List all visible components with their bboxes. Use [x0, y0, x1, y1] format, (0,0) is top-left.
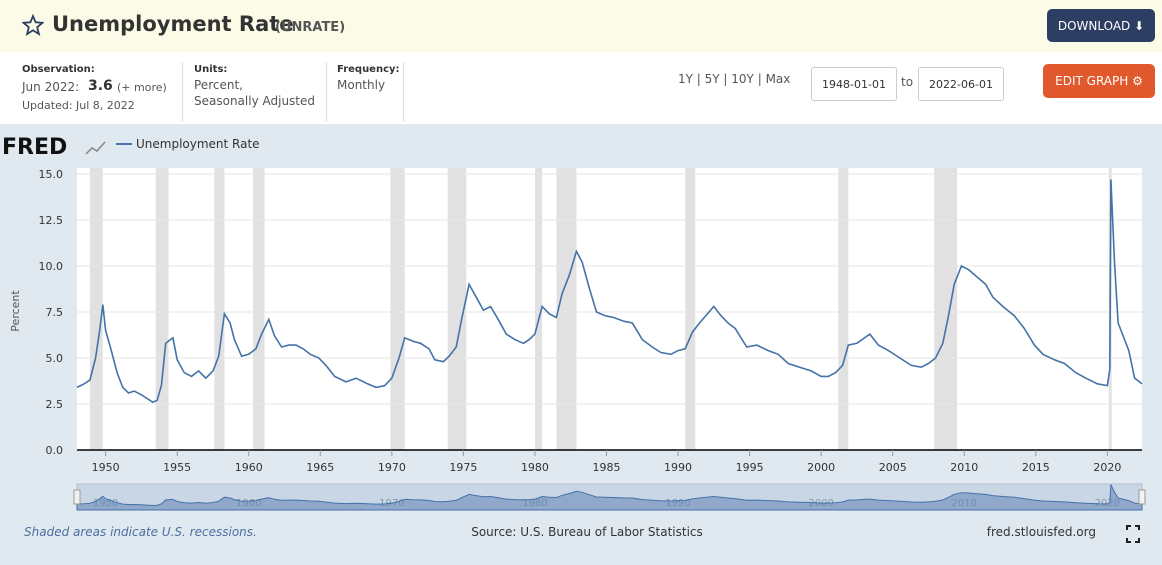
recession-band: [447, 168, 467, 450]
navigator-handle: [73, 489, 81, 505]
x-tick-label: 1985: [592, 461, 620, 474]
divider: [403, 62, 404, 122]
range-button[interactable]: 5Y: [704, 72, 720, 86]
divider: [182, 62, 183, 122]
logo-icon: [85, 141, 106, 155]
series-code: (UNRATE): [275, 20, 346, 35]
y-axis-label: Percent: [9, 290, 22, 332]
y-tick-label: 10.0: [39, 260, 64, 273]
legend-label: Unemployment Rate: [136, 137, 260, 151]
title: Unemployment Rate: [52, 12, 294, 36]
x-tick-label: 1975: [449, 461, 477, 474]
separator: |: [719, 72, 732, 86]
y-tick-label: 15.0: [39, 168, 64, 181]
range-button[interactable]: Max: [765, 72, 791, 86]
edit-label: EDIT GRAPH: [1055, 74, 1129, 88]
y-tick-label: 12.5: [39, 214, 64, 227]
recession-band: [556, 168, 577, 450]
label: Units:: [194, 64, 228, 75]
fullscreen-icon[interactable]: [1126, 525, 1140, 543]
x-tick-label: 1980: [521, 461, 549, 474]
info-bar: Observation: Jun 2022: 3.6 (+ more) Upda…: [0, 52, 1162, 124]
x-tick-label: 2020: [1093, 461, 1121, 474]
recession-band: [214, 168, 225, 450]
separator: |: [753, 72, 766, 86]
recession-band: [838, 168, 849, 450]
edit-graph-button[interactable]: EDIT GRAPH ⚙: [1043, 64, 1155, 98]
separator: |: [692, 72, 705, 86]
x-tick-label: 2015: [1022, 461, 1050, 474]
source: Source: U.S. Bureau of Labor Statistics: [471, 525, 703, 539]
x-tick-label: 1960: [235, 461, 263, 474]
x-tick-label: 1990: [664, 461, 692, 474]
data-line: [76, 179, 1143, 404]
to-label: to: [901, 75, 914, 89]
site: fred.stlouisfed.org: [987, 525, 1096, 539]
fred-logo: FRED: [2, 135, 67, 160]
y-tick-label: 5.0: [46, 352, 64, 365]
header: Unemployment Rate (UNRATE) DOWNLOAD ⬇: [0, 0, 1162, 52]
recession-band: [155, 168, 169, 450]
x-tick-label: 2005: [879, 461, 907, 474]
chart: FRED Unemployment Rate Percent Shaded ar…: [2, 135, 1146, 543]
range-buttons: 1Y | 5Y | 10Y | Max: [678, 72, 790, 86]
x-tick-label: 2000: [807, 461, 835, 474]
recession-band: [685, 168, 696, 450]
x-tick-label: 1955: [163, 461, 191, 474]
recession-band: [253, 168, 265, 450]
end-text: 2022-06-01: [929, 77, 993, 91]
navigator-area: [76, 484, 1143, 511]
recession-band: [89, 168, 103, 450]
y-tick-label: 0.0: [46, 444, 64, 457]
download-label: DOWNLOAD: [1057, 18, 1131, 33]
x-tick-label: 2010: [950, 461, 978, 474]
x-tick-label: 1995: [736, 461, 764, 474]
frequency: Monthly: [337, 78, 386, 92]
divider: [326, 62, 327, 122]
x-tick-label: 1970: [378, 461, 406, 474]
units: Percent,: [194, 78, 243, 92]
label: Observation:: [22, 64, 95, 75]
navigator-handle: [1138, 489, 1146, 505]
download-button[interactable]: DOWNLOAD ⬇: [1047, 9, 1155, 42]
more-link[interactable]: (+ more): [117, 81, 167, 94]
x-tick-label: 1950: [92, 461, 120, 474]
recession-note: Shaded areas indicate U.S. recessions.: [24, 525, 257, 539]
range-button[interactable]: 10Y: [731, 72, 754, 86]
start-date[interactable]: 1948-01-01: [811, 67, 897, 101]
start-text: 1948-01-01: [822, 77, 886, 91]
y-tick-label: 7.5: [46, 306, 64, 319]
star-icon[interactable]: [22, 14, 44, 36]
plot-area: [77, 168, 1142, 450]
obs-date: Jun 2022:: [22, 80, 80, 94]
units: Seasonally Adjusted: [194, 94, 316, 108]
range-button[interactable]: 1Y: [678, 72, 693, 86]
recession-band: [934, 168, 958, 450]
label: Frequency:: [337, 64, 400, 75]
y-tick-label: 2.5: [46, 398, 64, 411]
recession-band: [534, 168, 543, 450]
end-date[interactable]: 2022-06-01: [918, 67, 1004, 101]
x-tick-label: 1965: [306, 461, 334, 474]
recession-band: [390, 168, 405, 450]
obs-value: 3.6: [88, 78, 113, 94]
updated: Updated: Jul 8, 2022: [22, 99, 135, 112]
